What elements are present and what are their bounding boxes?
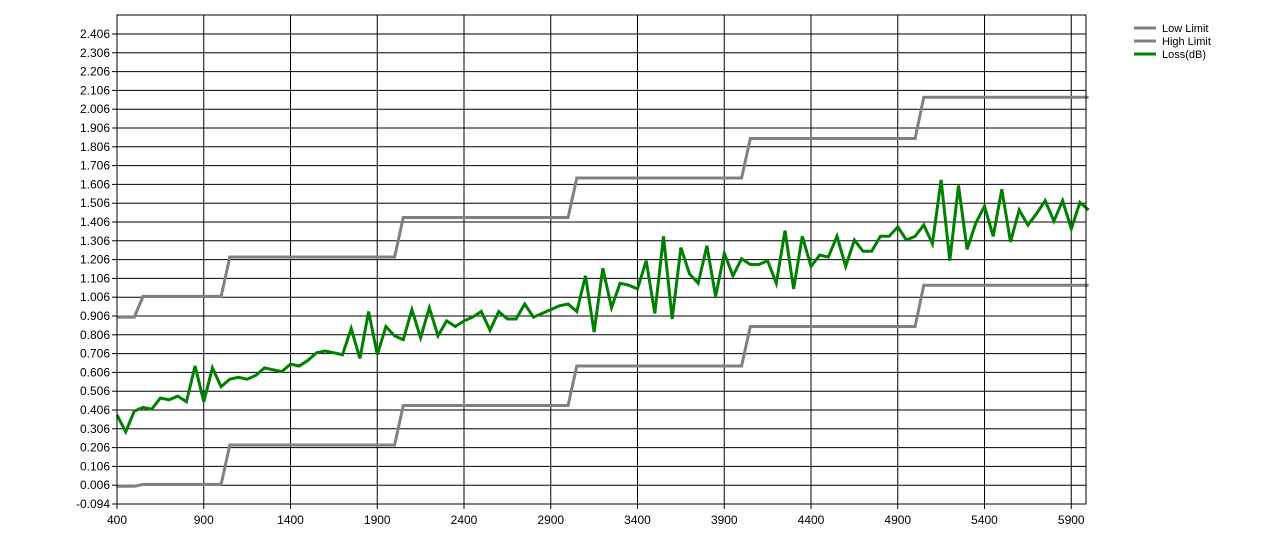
y-tick-label: 0.706 [80,347,110,361]
legend-label-low-limit: Low Limit [1162,23,1208,35]
x-tick-label: 5900 [1058,513,1085,527]
grid [112,15,1086,509]
y-tick-label: 1.006 [80,290,110,304]
y-tick-label: 0.906 [80,309,110,323]
y-tick-label: 0.406 [80,403,110,417]
x-tick-label: 1400 [277,513,304,527]
y-tick-label: 1.606 [80,177,110,191]
series-line-high-limit [117,95,1089,319]
y-tick-label: 1.306 [80,234,110,248]
series-lines [115,95,1090,488]
y-tick-label: 2.206 [80,65,110,79]
x-tick-label: 3400 [624,513,651,527]
legend-label-loss-db: Loss(dB) [1162,49,1206,61]
y-tick-label: 0.106 [80,459,110,473]
plot-border [116,14,1087,505]
y-axis-tick-labels: -0.094 0.006 0.106 0.206 0.306 0.406 0.506 0.60… [76,27,110,511]
x-tick-label: 2900 [537,513,564,527]
x-tick-label: 5400 [971,513,998,527]
x-tick-label: 2400 [451,513,478,527]
y-tick-label: 1.506 [80,196,110,210]
y-tick-label: 1.406 [80,215,110,229]
x-tick-label: 4900 [884,513,911,527]
x-tick-label: 3900 [711,513,738,527]
y-tick-label: 0.806 [80,328,110,342]
y-tick-label: 2.106 [80,83,110,97]
x-tick-label: 4400 [798,513,825,527]
x-axis-tick-labels: 400 900 1400 1900 2400 2900 3400 3900 4400 4900 54… [107,513,1085,527]
series-line-loss-db [115,179,1090,436]
y-tick-label: 0.506 [80,384,110,398]
y-tick-label: 0.006 [80,478,110,492]
y-tick-label: 0.306 [80,422,110,436]
y-tick-label: 1.706 [80,159,110,173]
x-tick-label: 900 [194,513,214,527]
y-tick-label: 2.306 [80,46,110,60]
y-tick-label: 1.806 [80,140,110,154]
x-tick-label: 400 [107,513,127,527]
y-tick-label: 1.206 [80,253,110,267]
y-tick-label: 1.906 [80,121,110,135]
y-tick-label: 1.106 [80,271,110,285]
y-tick-label: 0.206 [80,441,110,455]
legend-label-high-limit: High Limit [1162,36,1211,48]
y-tick-label: 2.406 [80,27,110,41]
y-tick-label: -0.094 [76,497,110,511]
y-tick-label: 0.606 [80,365,110,379]
y-tick-label: 2.006 [80,102,110,116]
x-tick-label: 1900 [364,513,391,527]
series-line-low-limit [117,283,1089,488]
